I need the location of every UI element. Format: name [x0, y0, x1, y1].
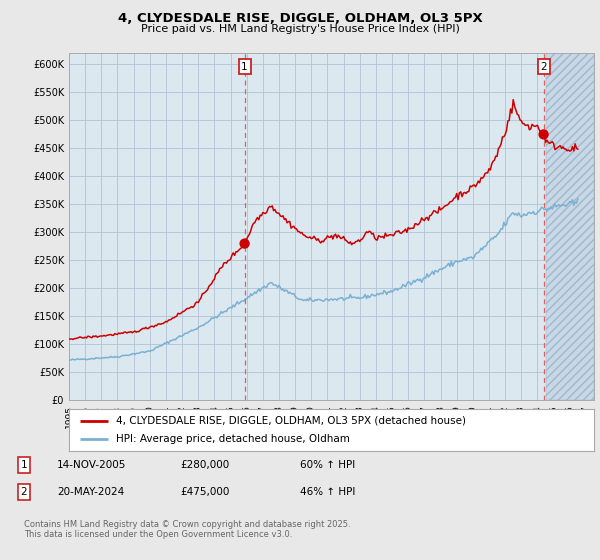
- Text: 60% ↑ HPI: 60% ↑ HPI: [300, 460, 355, 470]
- Text: 2: 2: [540, 62, 547, 72]
- Text: 14-NOV-2005: 14-NOV-2005: [57, 460, 127, 470]
- Text: £280,000: £280,000: [180, 460, 229, 470]
- Point: [240, 239, 250, 248]
- Text: 4, CLYDESDALE RISE, DIGGLE, OLDHAM, OL3 5PX: 4, CLYDESDALE RISE, DIGGLE, OLDHAM, OL3 …: [118, 12, 482, 25]
- Text: 2: 2: [20, 487, 28, 497]
- Text: 1: 1: [241, 62, 248, 72]
- Text: 1: 1: [20, 460, 28, 470]
- Text: Contains HM Land Registry data © Crown copyright and database right 2025.
This d: Contains HM Land Registry data © Crown c…: [24, 520, 350, 539]
- Text: 4, CLYDESDALE RISE, DIGGLE, OLDHAM, OL3 5PX (detached house): 4, CLYDESDALE RISE, DIGGLE, OLDHAM, OL3 …: [116, 416, 466, 426]
- Text: £475,000: £475,000: [180, 487, 229, 497]
- Text: 20-MAY-2024: 20-MAY-2024: [57, 487, 124, 497]
- Text: Price paid vs. HM Land Registry's House Price Index (HPI): Price paid vs. HM Land Registry's House …: [140, 24, 460, 34]
- Point: [539, 130, 548, 139]
- Text: HPI: Average price, detached house, Oldham: HPI: Average price, detached house, Oldh…: [116, 434, 350, 444]
- Text: 46% ↑ HPI: 46% ↑ HPI: [300, 487, 355, 497]
